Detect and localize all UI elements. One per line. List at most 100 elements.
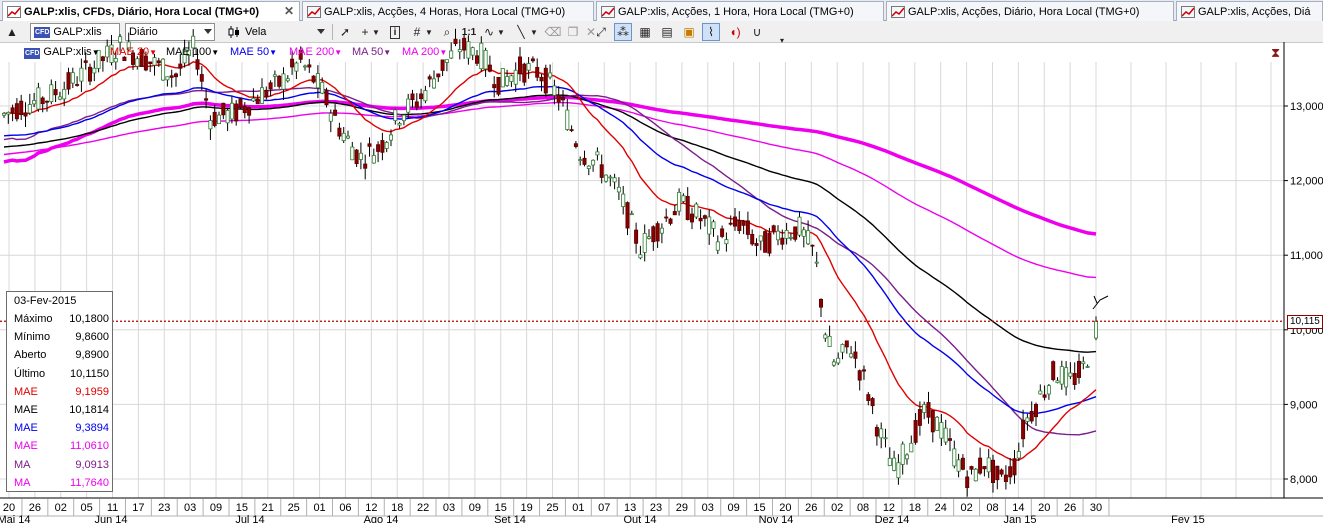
legend-ma50[interactable]: MA 50▼ — [352, 46, 392, 58]
wave-toggle-icon[interactable]: ⌇ — [702, 23, 720, 41]
studies-icon[interactable]: ▤ — [661, 25, 673, 39]
pattern-icon[interactable]: ⁂ — [614, 23, 632, 41]
x-tick-label: 03 — [184, 502, 196, 514]
chevron-down-icon[interactable]: ▼ — [425, 27, 433, 37]
info-icon[interactable]: i — [386, 23, 404, 41]
candle-body — [569, 129, 574, 132]
eraser-icon[interactable]: ⌫ — [544, 25, 562, 39]
zoom-1-1-button[interactable]: 1:1 — [461, 26, 477, 38]
candle-body — [616, 186, 621, 193]
y-tick-label: 11,000 — [1290, 250, 1323, 262]
data-window-key: Último — [14, 367, 46, 380]
data-window-key: MAE — [14, 440, 38, 453]
scroll-up-icon[interactable]: ▲ — [6, 25, 18, 39]
overflow-icon[interactable]: ▾ — [779, 35, 784, 45]
delete-icon[interactable]: ✕ — [585, 25, 597, 39]
candle-body — [109, 44, 114, 63]
x-tick-label: 22 — [417, 502, 429, 514]
legend-mae100[interactable]: MAE 100▼ — [166, 46, 220, 58]
zoom-icon[interactable]: ⌕ — [443, 24, 451, 39]
candle-body — [169, 75, 174, 78]
candle-body — [819, 298, 824, 308]
candle-body — [973, 468, 978, 482]
chevron-down-icon[interactable]: ▼ — [497, 27, 505, 37]
month-label: Fev 15 — [1171, 514, 1205, 523]
grid-icon[interactable]: # — [413, 25, 421, 39]
candle-body — [621, 193, 626, 207]
line-tool-icon[interactable]: ╲ — [517, 25, 525, 39]
candle-body — [685, 195, 690, 221]
candle-body — [221, 102, 226, 116]
candle-body — [75, 84, 80, 86]
legend-mae200[interactable]: MAE 200▼ — [289, 46, 343, 58]
x-tick-label: 08 — [857, 502, 869, 514]
candle-body — [410, 93, 415, 101]
copy-icon[interactable]: ❐ — [567, 25, 579, 39]
legend-mae20[interactable]: MAE 20▼ — [110, 46, 158, 58]
candle-body — [1094, 320, 1099, 339]
x-tick-label: 14 — [1012, 502, 1024, 514]
wave-icon[interactable]: ∿ — [483, 25, 495, 39]
candle-body — [887, 457, 892, 467]
candle-body — [767, 232, 772, 254]
sound-icon[interactable]: ◖) — [729, 25, 741, 39]
candle-body — [27, 104, 32, 114]
candle-body — [866, 394, 871, 401]
chevron-down-icon[interactable]: ▼ — [530, 27, 538, 37]
legend-label: MA 50 — [352, 46, 384, 58]
candle-body — [857, 370, 862, 381]
tab-galp-4h[interactable]: GALP:xlis, Acções, 4 Horas, Hora Local (… — [302, 1, 594, 21]
indicator-icon[interactable]: ▦ — [639, 25, 651, 39]
chart-icon — [1181, 5, 1195, 18]
toolbar-divider — [332, 24, 333, 40]
instrument-select[interactable]: CFD GALP:xlis — [30, 23, 120, 41]
candle-body — [939, 422, 944, 439]
y-tick-label: 13,000 — [1290, 101, 1323, 113]
candle-body — [556, 94, 561, 103]
month-label: Jun 14 — [94, 514, 127, 523]
legend-ma200[interactable]: MA 200▼ — [402, 46, 448, 58]
tab-galp-1h[interactable]: GALP:xlis, Acções, 1 Hora, Hora Local (T… — [596, 1, 884, 21]
candle-body — [965, 476, 970, 488]
close-icon[interactable]: ✕ — [283, 3, 295, 18]
candle-body — [870, 398, 875, 407]
chart-style-select[interactable]: Vela — [223, 23, 328, 41]
x-tick-label: 09 — [469, 502, 481, 514]
legend-mae50[interactable]: MAE 50▼ — [230, 46, 278, 58]
candle-body — [814, 261, 819, 264]
candle-body — [148, 61, 153, 64]
x-tick-label: 29 — [676, 502, 688, 514]
x-tick-label: 01 — [572, 502, 584, 514]
candle-body — [874, 427, 879, 437]
candle-body — [999, 469, 1004, 475]
chevron-down-icon[interactable]: ▼ — [372, 27, 380, 37]
legend-instrument[interactable]: CFD GALP:xlis▼ — [24, 46, 100, 59]
template-icon[interactable]: ▣ — [683, 25, 695, 39]
y-tick-label: 9,000 — [1290, 399, 1318, 411]
candle-body — [1034, 403, 1039, 418]
candle-body — [96, 49, 101, 69]
chart-icon — [7, 5, 21, 18]
candle-body — [161, 58, 166, 81]
candle-body — [969, 466, 974, 470]
candle-body — [268, 82, 273, 90]
candle-body — [126, 41, 131, 51]
tab-galp-shares-daily-2[interactable]: GALP:xlis, Acções, Diá — [1176, 1, 1323, 21]
candle-body — [1064, 367, 1069, 388]
data-window-row: Último 10,1150 — [14, 368, 109, 386]
candle-body — [165, 76, 170, 81]
crosshair-icon[interactable]: + — [361, 25, 369, 39]
candle-body — [715, 241, 720, 251]
tab-galp-cfd-daily[interactable]: GALP:xlis, CFDs, Diário, Hora Local (TMG… — [2, 1, 300, 21]
candle-body — [397, 123, 402, 126]
magnet-icon[interactable]: ∪ — [752, 25, 762, 39]
candle-body — [100, 56, 105, 62]
candle-body — [315, 73, 320, 89]
tab-galp-shares-daily[interactable]: GALP:xlis, Acções, Diário, Hora Local (T… — [886, 1, 1174, 21]
pointer-icon[interactable]: ➚ — [339, 25, 351, 39]
candle-body — [763, 231, 768, 253]
expand-icon[interactable]: ⤢ — [596, 24, 606, 39]
chart-icon — [307, 5, 321, 18]
x-tick-label: 03 — [702, 502, 714, 514]
